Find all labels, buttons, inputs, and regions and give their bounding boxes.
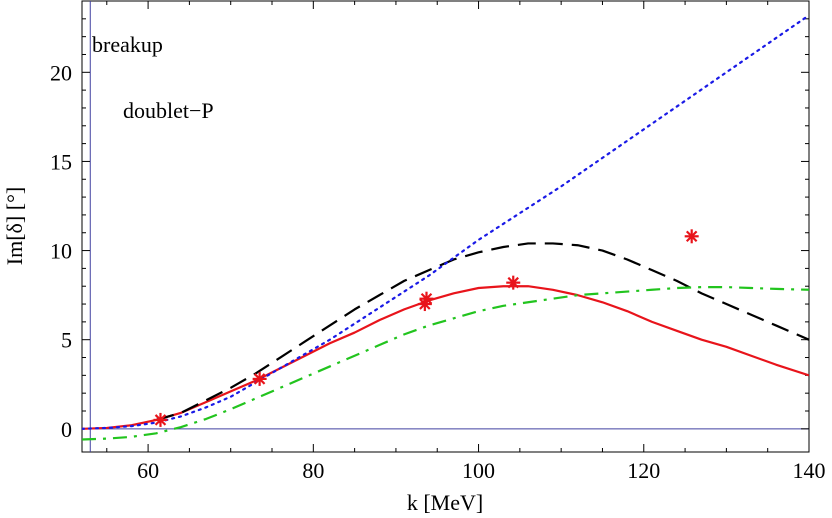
plot-frame <box>81 0 810 453</box>
series-black-dashed <box>156 242 809 421</box>
data-point-star <box>684 229 699 244</box>
y-tick-label: 15 <box>50 149 72 174</box>
y-tick-label: 20 <box>50 60 72 85</box>
annotation-breakup: breakup <box>92 32 163 57</box>
y-tick-label: 10 <box>50 239 72 264</box>
series-blue-dotted <box>82 14 809 430</box>
x-tick-label: 80 <box>302 458 324 483</box>
x-tick-label: 60 <box>137 458 159 483</box>
data-point-star <box>252 371 267 386</box>
x-tick-label: 100 <box>462 458 495 483</box>
x-tick-label: 140 <box>793 458 826 483</box>
x-axis-title: k [MeV] <box>407 490 483 515</box>
y-tick-label: 5 <box>61 328 72 353</box>
y-tick-label: 0 <box>61 417 72 442</box>
y-axis-title: Im[δ] [°] <box>2 187 27 265</box>
data-point-star <box>506 275 521 290</box>
series-green-dashdot <box>82 286 809 441</box>
data-point-star <box>153 412 168 427</box>
annotation-doublet-p: doublet−P <box>123 98 214 123</box>
x-tick-label: 120 <box>627 458 660 483</box>
data-point-star <box>419 291 434 306</box>
series-red-solid <box>82 285 809 430</box>
